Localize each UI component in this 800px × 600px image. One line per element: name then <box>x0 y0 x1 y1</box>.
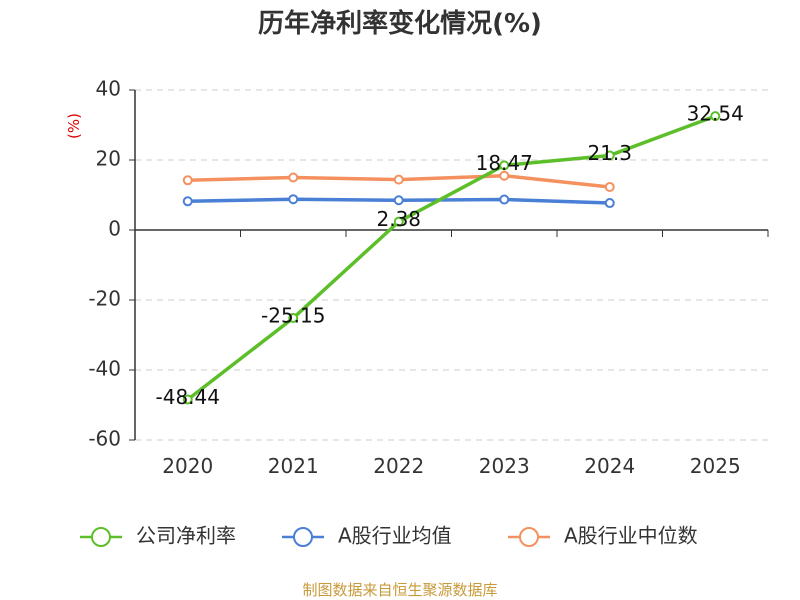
data-label: 21.3 <box>587 141 632 165</box>
grid <box>135 89 768 441</box>
x-tick-label: 2025 <box>690 454 741 478</box>
legend-label: A股行业中位数 <box>564 524 698 548</box>
data-label: 2.38 <box>376 207 421 231</box>
data-point <box>499 194 510 205</box>
data-point <box>182 175 193 186</box>
legend-item[interactable]: 公司净利率 <box>80 524 236 548</box>
axes: 40 20 0 -20 -40 -60 2020 2021 2022 2023 2024 2025 <box>88 77 769 478</box>
data-point <box>604 181 615 192</box>
data-point <box>393 195 404 206</box>
legend: 公司净利率 A股行业均值 A股行业中位数 <box>80 524 698 548</box>
y-tick-label: 20 <box>96 147 121 171</box>
legend-item[interactable]: A股行业中位数 <box>508 524 698 548</box>
y-tick-label: 40 <box>96 77 121 101</box>
data-point <box>182 394 193 405</box>
legend-item[interactable]: A股行业均值 <box>282 524 452 548</box>
legend-label: 公司净利率 <box>136 524 236 548</box>
data-label: 32.54 <box>687 102 744 126</box>
data-point <box>288 172 299 183</box>
data-point <box>499 160 510 171</box>
data-point <box>604 198 615 209</box>
data-point <box>710 111 721 122</box>
legend-label: A股行业均值 <box>338 524 452 548</box>
chart-title: 历年净利率变化情况(%) <box>258 8 542 39</box>
data-point <box>604 150 615 161</box>
data-point <box>182 196 193 207</box>
x-tick-label: 2022 <box>373 454 424 478</box>
data-point <box>288 194 299 205</box>
y-axis-unit: (%) <box>65 113 83 139</box>
y-tick-label: -60 <box>88 427 121 451</box>
data-point <box>499 170 510 181</box>
data-point <box>393 216 404 227</box>
x-tick-label: 2023 <box>479 454 530 478</box>
data-label: -25.15 <box>261 304 325 328</box>
x-tick-label: 2024 <box>584 454 635 478</box>
data-label: 18.47 <box>476 151 533 175</box>
data-point <box>288 313 299 324</box>
x-tick-label: 2020 <box>162 454 213 478</box>
data-label: -48.44 <box>156 385 220 409</box>
series-layer <box>182 111 721 405</box>
series-line <box>186 114 716 401</box>
y-tick-label: -40 <box>88 357 121 381</box>
y-tick-label: 0 <box>108 217 121 241</box>
x-tick-label: 2021 <box>268 454 319 478</box>
source-note: 制图数据来自恒生聚源数据库 <box>302 581 497 599</box>
legend-swatch-marker <box>293 527 313 547</box>
legend-swatch-marker <box>519 527 539 547</box>
y-tick-label: -20 <box>88 287 121 311</box>
data-point <box>393 174 404 185</box>
legend-swatch-marker <box>91 527 111 547</box>
data-labels: -48.44 -25.15 2.38 18.47 21.3 32.54 <box>156 102 744 409</box>
